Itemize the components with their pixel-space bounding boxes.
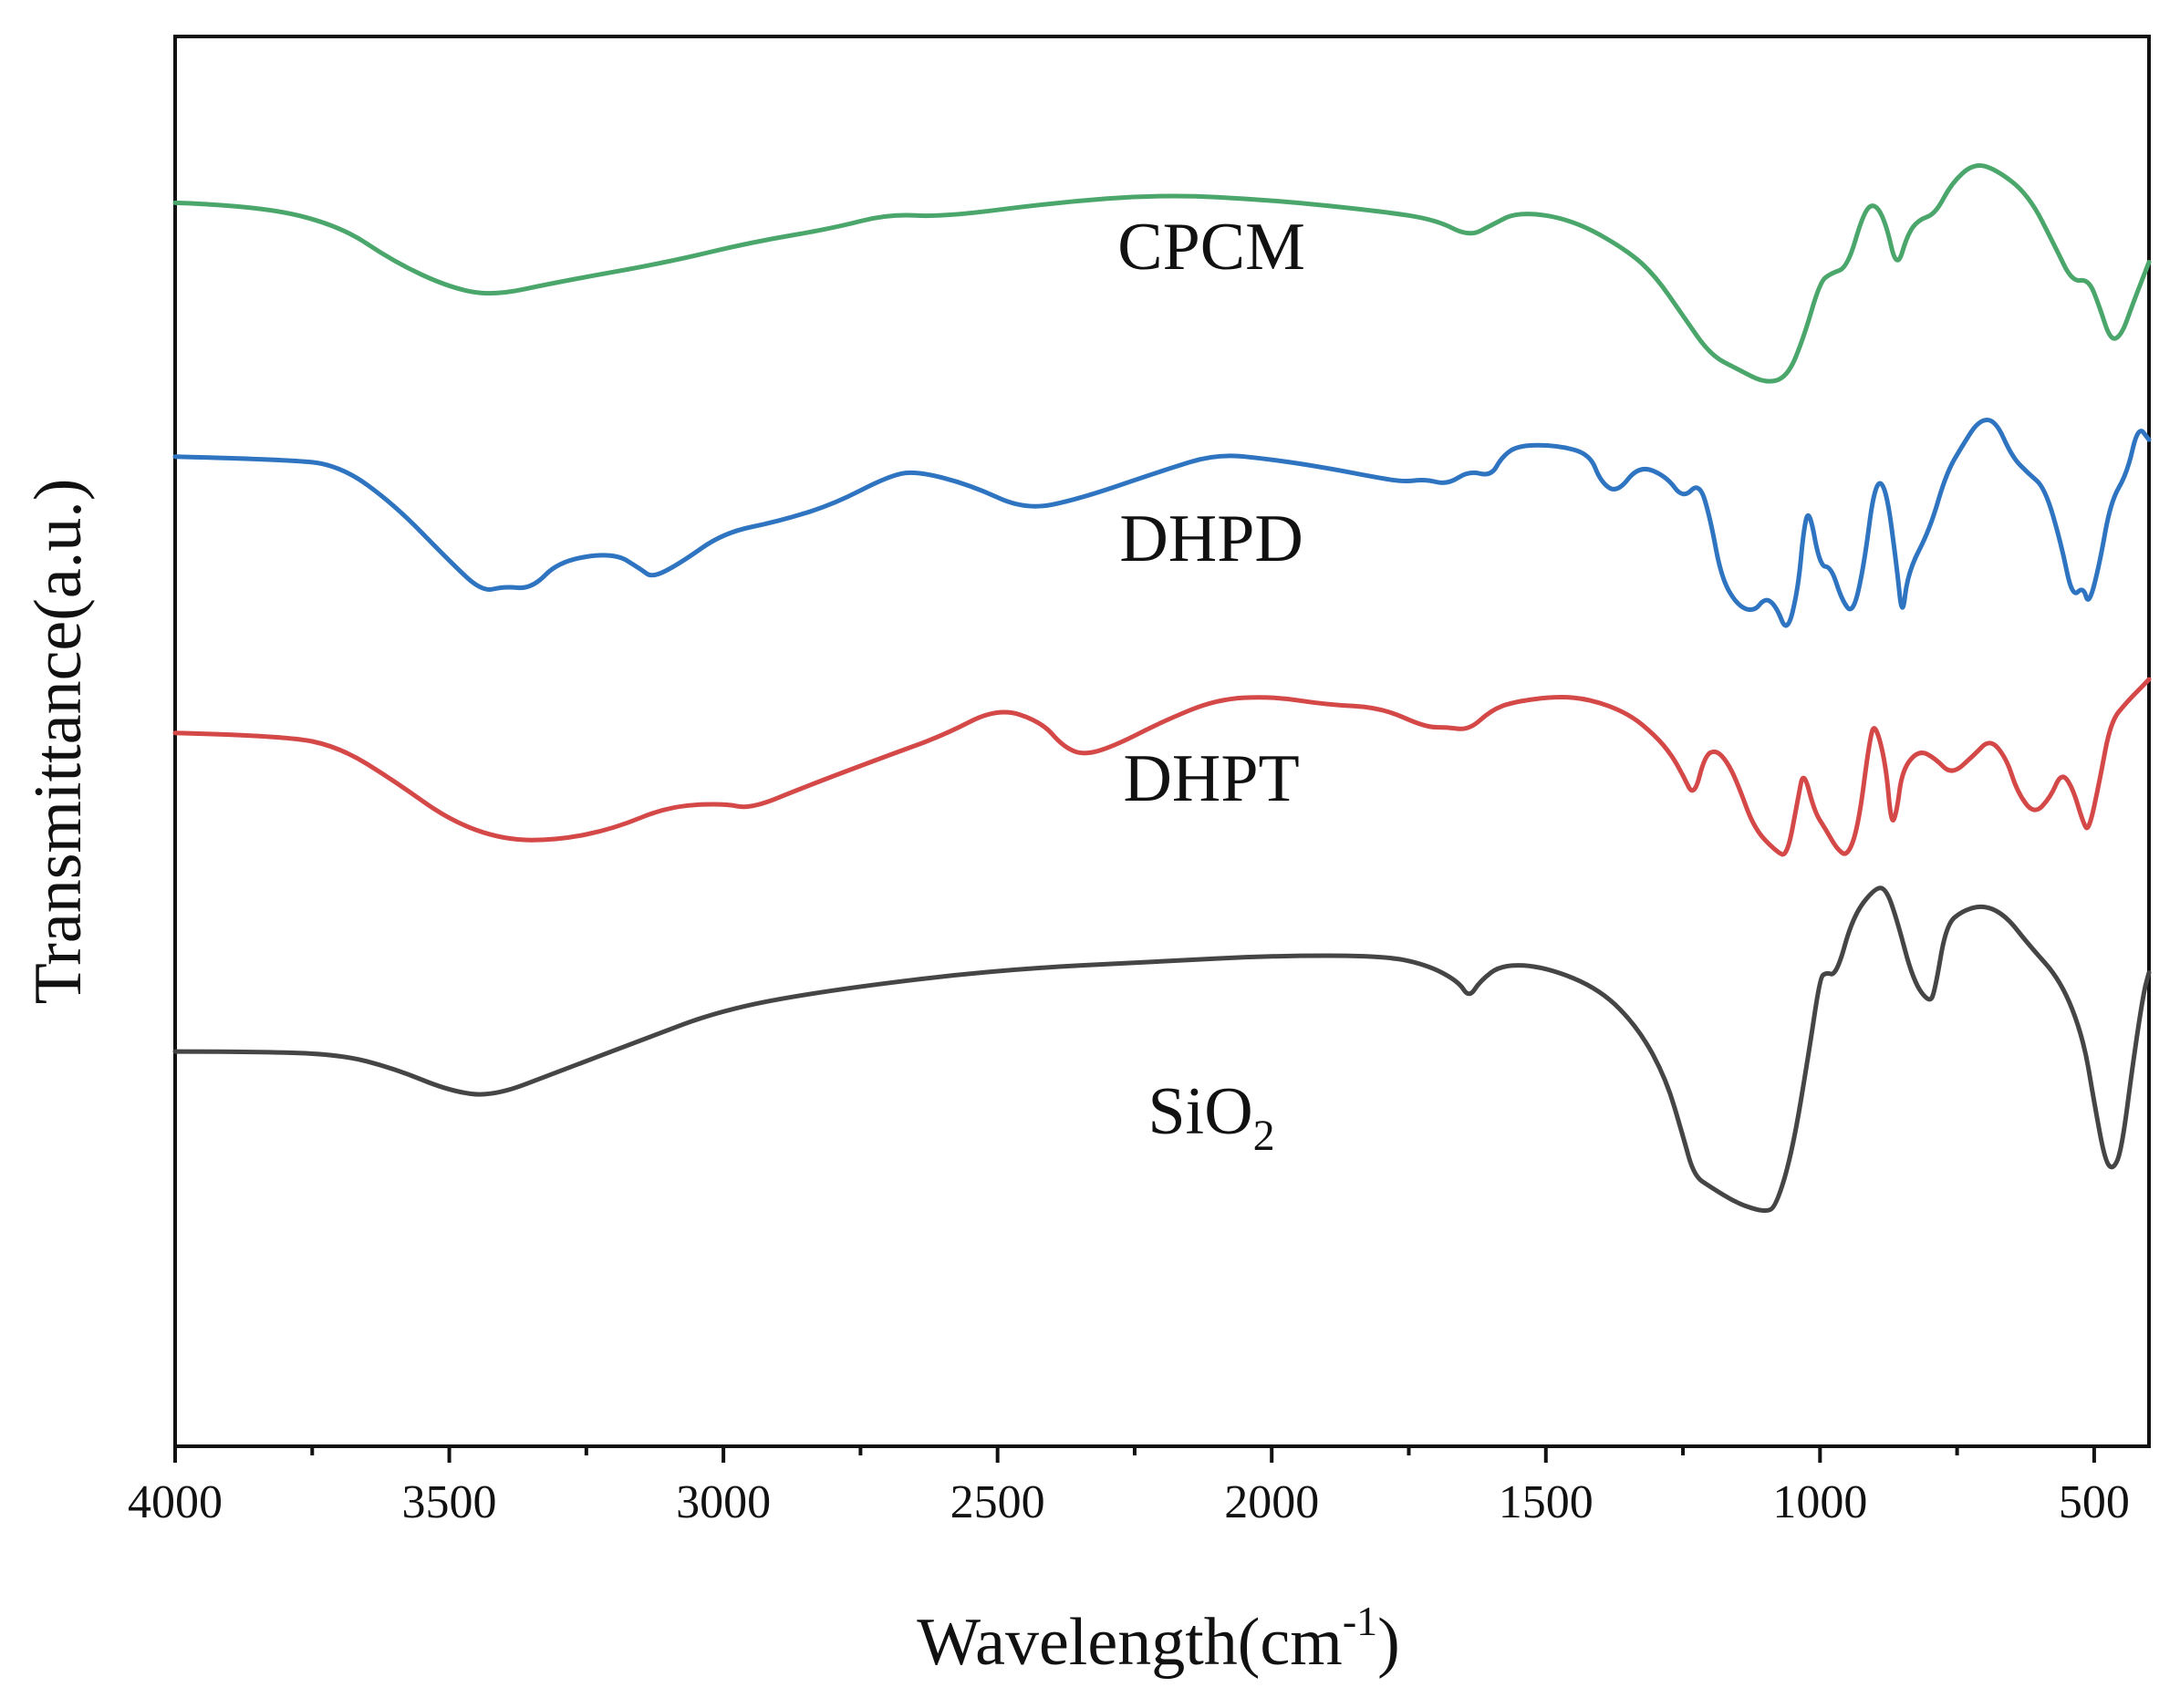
series-label-sio2: SiO2 — [1148, 1074, 1275, 1160]
series-labels: CPCM DHPD DHPT SiO2 — [1117, 210, 1305, 1160]
y-axis-title: Transmittance(a.u.) — [21, 479, 96, 1005]
x-axis-title-close: ) — [1377, 1605, 1400, 1680]
series-label-dhpt: DHPT — [1123, 741, 1299, 816]
series-layer — [172, 163, 2152, 1214]
x-axis-title-main: Wavelength(cm — [917, 1605, 1343, 1680]
x-tick-label-1000: 1000 — [1772, 1476, 1867, 1528]
x-tick-label-4000: 4000 — [128, 1476, 223, 1528]
plot-frame — [173, 35, 2151, 1448]
series-label-subscript: 2 — [1253, 1112, 1275, 1160]
series-label-dhpd: DHPD — [1119, 502, 1303, 576]
x-tick-label-1500: 1500 — [1499, 1476, 1593, 1528]
series-label-main: SiO — [1148, 1074, 1253, 1149]
x-tick-label-3000: 3000 — [676, 1476, 771, 1528]
x-tick-label-2500: 2500 — [950, 1476, 1045, 1528]
x-axis-title-superscript: -1 — [1343, 1598, 1377, 1644]
x-tick-label-500: 500 — [2059, 1476, 2130, 1528]
series-line-dhpt — [172, 677, 2152, 857]
series-line-dhpd — [172, 418, 2152, 628]
series-line-sio2 — [172, 885, 2152, 1214]
series-line-cpcm — [172, 163, 2152, 384]
series-label-main: DHPT — [1123, 741, 1299, 816]
series-label-main: CPCM — [1117, 210, 1305, 285]
series-label-main: DHPD — [1119, 502, 1303, 576]
x-axis-title: Wavelength(cm-1) — [917, 1598, 1400, 1680]
x-axis-ticks: 4000 3500 3000 2500 2000 1500 1000 500 — [128, 1446, 2130, 1528]
series-label-cpcm: CPCM — [1117, 210, 1305, 285]
x-tick-label-3500: 3500 — [402, 1476, 497, 1528]
x-tick-label-2000: 2000 — [1224, 1476, 1319, 1528]
